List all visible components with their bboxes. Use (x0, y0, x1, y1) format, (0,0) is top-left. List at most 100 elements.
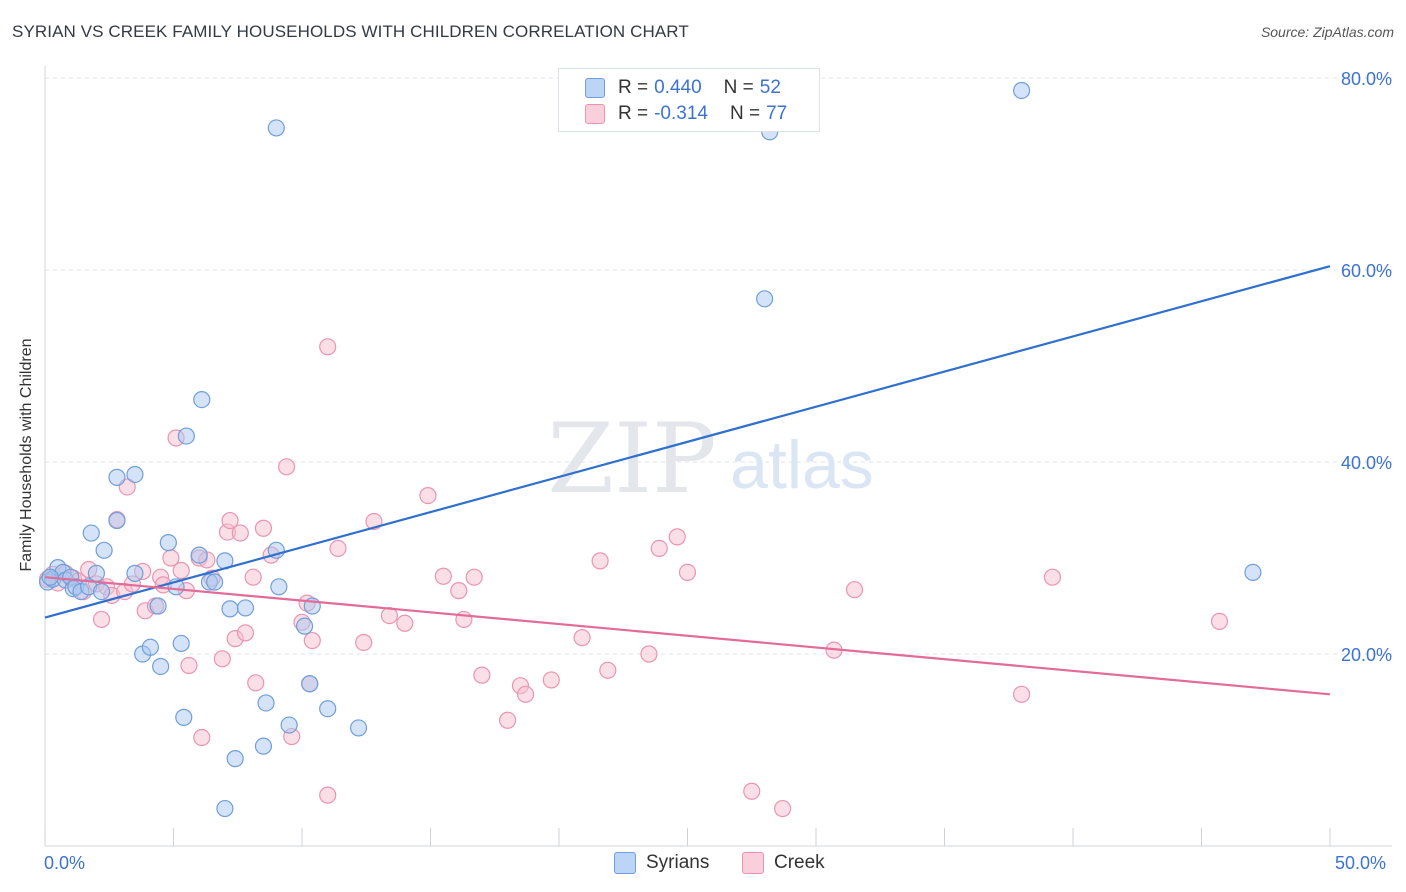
syrian-point (95, 541, 113, 559)
creek-point (319, 338, 337, 356)
syrian-point (755, 290, 774, 308)
creek-point (1210, 612, 1229, 630)
creek-point (743, 782, 761, 800)
syrian-point (221, 600, 239, 618)
source-label: Source: ZipAtlas.com (1260, 24, 1394, 40)
legend-item-creek[interactable]: Creek (742, 852, 825, 874)
syrian-point (1244, 563, 1262, 582)
creek-point (277, 458, 296, 476)
legend-n-label: N = (729, 103, 761, 124)
creek-point (236, 624, 255, 642)
axes (44, 66, 1392, 847)
y-tick-label: 60.0% (1341, 261, 1392, 281)
syrian-point (1012, 81, 1031, 100)
correlation-legend: R = 0.440 N = 52 R = -0.314 N = 77 (558, 68, 820, 132)
creek-point (465, 568, 483, 586)
syrian-point (177, 427, 195, 445)
syrians-legend-swatch (614, 852, 636, 874)
creek-point (668, 528, 686, 546)
syrian-point (149, 597, 167, 615)
legend-item-syrians[interactable]: Syrians (614, 852, 709, 874)
creek-point (450, 582, 468, 600)
legend-n-label: N = (723, 77, 754, 98)
creek-point (213, 650, 231, 668)
legend-row-syrians: R = 0.440 N = 52 (585, 76, 781, 100)
legend-r-label: R = (618, 77, 649, 98)
y-tick-label: 80.0% (1341, 69, 1392, 89)
legend-r-value: 0.440 (654, 77, 702, 98)
creek-point (254, 519, 273, 537)
legend-row-creek: R = -0.314 N = 77 (585, 102, 787, 126)
gridlines (45, 77, 1392, 655)
creek-swatch (585, 104, 605, 124)
legend-n-value: 77 (766, 103, 788, 124)
syrian-point (301, 675, 319, 693)
syrian-point (87, 564, 106, 582)
creek-point (1043, 568, 1062, 586)
syrian-point (254, 737, 273, 755)
creek-point (650, 539, 668, 558)
syrian-point (267, 119, 285, 137)
creek-point (678, 563, 697, 582)
creek-point (516, 685, 535, 703)
syrian-point (226, 750, 244, 768)
creek-point (434, 567, 452, 585)
x-max-label: 50.0% (1335, 853, 1387, 873)
creek-point (1012, 685, 1031, 703)
creek-point (92, 610, 111, 629)
creek-point (499, 711, 517, 729)
syrian-point (280, 716, 298, 734)
syrians-swatch (585, 78, 605, 98)
syrian-point (126, 465, 144, 484)
syrian-point (152, 657, 170, 676)
syrians-legend-label: Syrians (646, 852, 710, 873)
x-min-label: 0.0% (44, 853, 86, 873)
creek-point (193, 728, 211, 747)
creek-point (845, 581, 864, 599)
syrian-point (319, 700, 337, 718)
creek-point (221, 511, 239, 530)
legend-r-value: -0.314 (654, 103, 708, 124)
syrian-point (349, 719, 368, 737)
legend-r-label: R = (618, 103, 649, 124)
syrian-point (82, 524, 100, 542)
syrian-point (108, 468, 126, 486)
syrians-trend-line (44, 265, 1331, 619)
creek-trend-line (44, 576, 1331, 696)
syrian-point (295, 617, 314, 635)
creek-legend-swatch (742, 852, 764, 874)
creek-point (244, 568, 262, 586)
creek-point (303, 631, 321, 650)
syrian-point (175, 708, 193, 726)
syrians-points (38, 81, 1262, 818)
syrian-point (193, 391, 211, 409)
y-tick-labels: 20.0% 40.0% 60.0% 80.0% (1341, 69, 1392, 665)
creek-point (473, 666, 491, 684)
syrian-point (190, 546, 208, 564)
syrian-point (236, 599, 255, 617)
syrian-point (216, 799, 234, 818)
watermark: ZIP atlas (547, 403, 873, 515)
creek-point (773, 799, 792, 818)
creek-point (355, 633, 373, 652)
syrian-point (141, 638, 159, 656)
creek-point (231, 524, 249, 542)
trend-lines (44, 265, 1331, 696)
creek-point (419, 487, 437, 505)
series-legend: Syrians Creek (0, 852, 1406, 876)
syrian-point (257, 694, 275, 712)
creek-point (396, 614, 414, 632)
creek-legend-label: Creek (774, 852, 825, 873)
legend-n-value: 52 (759, 77, 781, 98)
y-tick-label: 20.0% (1341, 645, 1392, 665)
creek-point (329, 539, 347, 558)
watermark-zip: ZIP (547, 403, 716, 515)
syrian-point (108, 511, 126, 530)
syrian-point (159, 534, 177, 552)
chart-title: SYRIAN VS CREEK FAMILY HOUSEHOLDS WITH C… (12, 22, 689, 41)
creek-point (180, 656, 198, 675)
creek-point (247, 674, 265, 692)
creek-point (542, 671, 560, 689)
creek-point (573, 629, 591, 647)
